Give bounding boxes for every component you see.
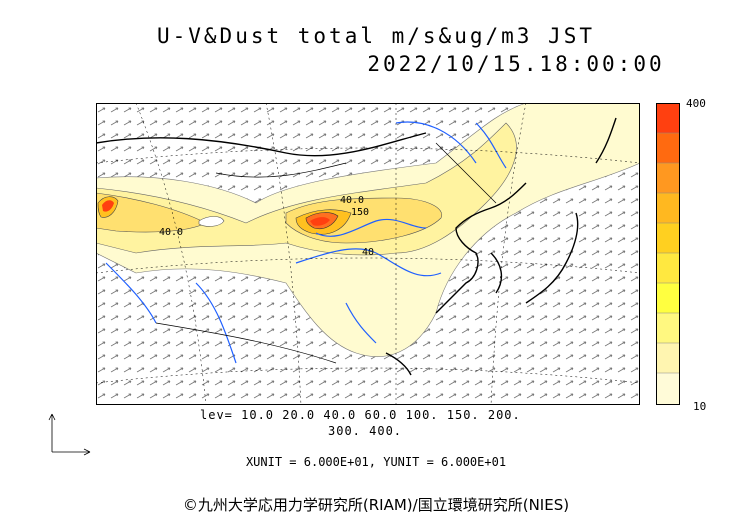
dust-map: 40.0 40.0 40 150: [96, 103, 640, 405]
levels-line-2: 300. 400.: [328, 424, 403, 438]
map-timestamp: 2022/10/15.18:00:00: [367, 52, 665, 76]
colorbar-max-label: 400: [686, 97, 706, 110]
vector-units: XUNIT = 6.000E+01, YUNIT = 6.000E+01: [245, 455, 507, 469]
coastlines: [96, 117, 617, 376]
contour-label: 40.0: [340, 195, 364, 206]
contour-label: 40: [362, 247, 374, 258]
copyright: ©九州大学応用力学研究所(RIAM)/国立環境研究所(NIES): [182, 496, 570, 514]
contour-label: 40.0: [159, 227, 183, 238]
colorbar-min-label: 10: [693, 400, 707, 413]
levels-line-1: lev= 10.0 20.0 40.0 60.0 100. 150. 200.: [200, 408, 521, 422]
vector-scale-axes: [48, 413, 91, 456]
dust-shading: [96, 103, 640, 357]
contour-label: 150: [351, 207, 369, 218]
graticule: [96, 103, 640, 405]
map-title: U-V&Dust total m/s&ug/m3 JST: [156, 24, 595, 48]
colorbar: [656, 103, 680, 405]
rivers: [105, 121, 507, 364]
